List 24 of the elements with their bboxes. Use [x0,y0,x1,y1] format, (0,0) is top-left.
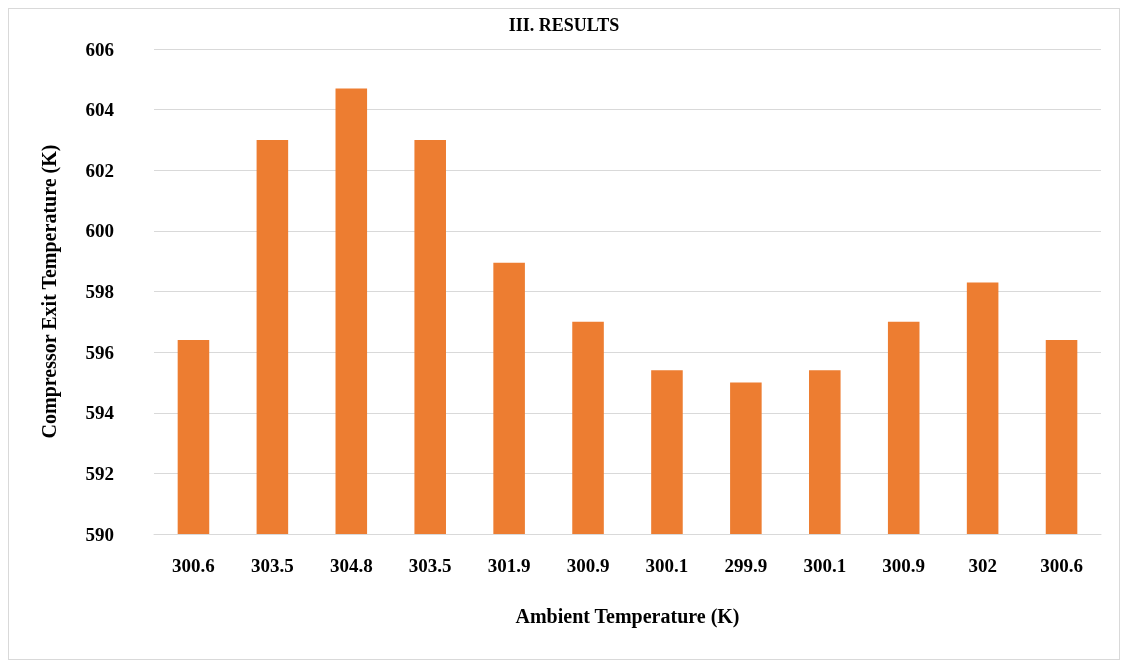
y-tick-label: 602 [85,159,114,181]
y-tick-label: 604 [85,99,115,121]
x-tick-label: 300.1 [645,555,689,576]
x-tick-label: 300.6 [172,555,215,576]
x-tick-label: 304.8 [329,555,373,576]
x-tick-label: 302 [968,555,997,576]
y-tick-label: 594 [85,402,115,424]
x-tick-label: 300.6 [1040,555,1083,576]
y-tick-label: 590 [85,523,114,545]
x-tick-label: 303.5 [408,555,452,576]
y-tick-label: 598 [85,281,114,302]
x-tick-label: 299.9 [724,555,768,576]
x-tick-label: 303.5 [251,555,294,576]
y-tick-label: 592 [85,462,114,484]
y-axis-title: Compressor Exit Temperature (K) [38,144,61,439]
x-axis-title: Ambient Temperature (K) [515,605,740,628]
chart-title: III. RESULTS [508,15,620,35]
y-tick-label: 606 [85,38,114,60]
x-tick-label: 300.9 [566,555,610,576]
x-tick-label: 301.9 [487,555,531,576]
y-tick-label: 600 [85,220,114,242]
x-tick-label: 300.1 [803,555,847,576]
y-tick-label: 596 [85,341,114,363]
x-tick-label: 300.9 [882,555,926,576]
